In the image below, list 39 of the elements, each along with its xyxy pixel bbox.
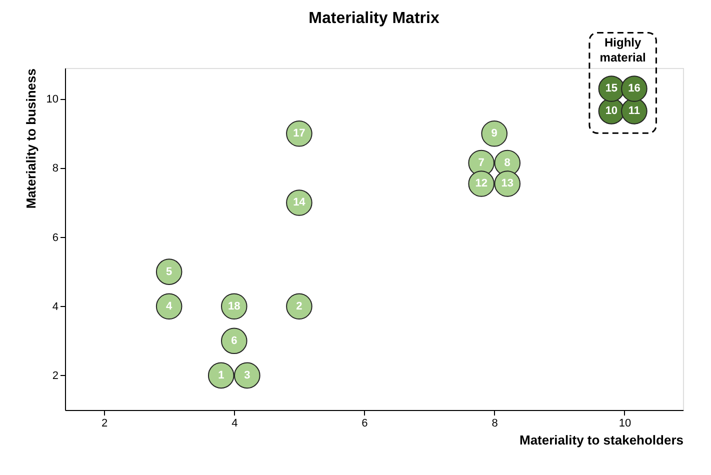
annotation: 18 <box>228 300 240 312</box>
y-tick-label: 10 <box>46 94 58 106</box>
annotation: 17 <box>293 128 306 140</box>
text: Highly material <box>600 36 646 65</box>
x-tick-label: 4 <box>232 418 238 430</box>
annotation: 7 <box>478 157 484 169</box>
y-tick-label: 6 <box>52 232 58 244</box>
annotation: 14 <box>293 196 306 209</box>
x-tick-label: 6 <box>362 418 368 430</box>
annotation: 4 <box>166 300 174 312</box>
point <box>156 258 182 285</box>
annotation: 1 <box>218 369 224 382</box>
annotation: 6 <box>231 334 238 347</box>
chart-title: Materiality Matrix <box>308 10 440 27</box>
annotation: 2 <box>296 300 302 312</box>
annotation: 5 <box>166 266 172 278</box>
annotation: 9 <box>491 128 498 140</box>
annotation: 12 <box>475 178 488 190</box>
annotation: 11 <box>628 105 640 118</box>
y-tick-label: 8 <box>52 162 58 175</box>
annotation: 10 <box>605 105 618 118</box>
point <box>208 362 234 389</box>
annotation: 3 <box>244 369 250 382</box>
x-tick-label: 10 <box>618 418 632 430</box>
annotation: 13 <box>501 178 514 190</box>
annotation: 16 <box>628 82 640 95</box>
y-tick-label: 4 <box>52 300 58 313</box>
y-tick-label: 2 <box>52 370 58 382</box>
point <box>481 120 508 147</box>
annotation: 15 <box>605 82 618 95</box>
point <box>220 328 248 354</box>
x-tick-label: 8 <box>492 418 498 430</box>
x-tick-label: 2 <box>101 418 108 430</box>
point <box>286 293 312 320</box>
point <box>234 362 260 389</box>
x-axis-title: Materiality to stakeholders <box>520 432 684 448</box>
point <box>156 293 182 320</box>
annotation: 8 <box>504 157 510 169</box>
y-axis-title: Materiality to business <box>23 68 38 209</box>
